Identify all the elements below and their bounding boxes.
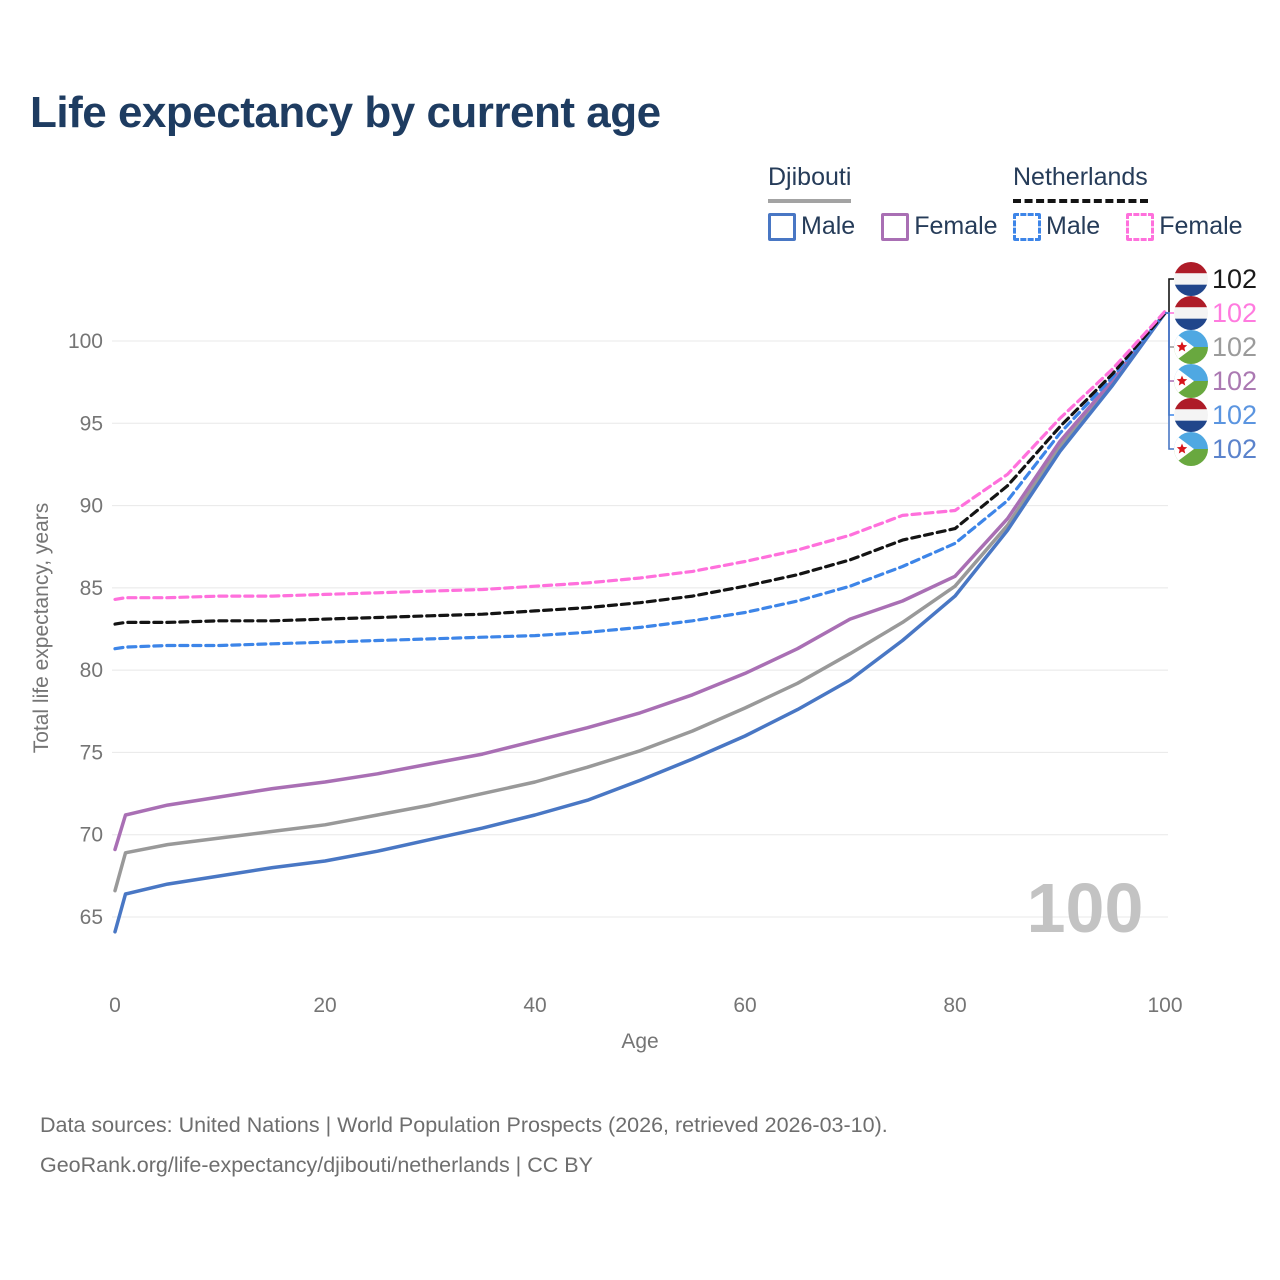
series-line-dj_female[interactable] xyxy=(113,311,1167,852)
end-value-nl_total: 102 xyxy=(1212,264,1257,294)
y-axis-title: Total life expectancy, years xyxy=(30,503,53,754)
legend-group-djibouti: Djibouti Male Female xyxy=(768,163,998,241)
legend-netherlands-items: Male Female xyxy=(1013,212,1243,241)
x-tick-80: 80 xyxy=(943,994,966,1017)
y-tick-90: 90 xyxy=(80,495,103,518)
x-tick-0: 0 xyxy=(109,994,121,1017)
end-value-nl_male: 102 xyxy=(1212,400,1257,430)
leader-line-nl_total xyxy=(1165,278,1174,314)
series-line-nl_total[interactable] xyxy=(113,311,1167,626)
djibouti-flag-icon xyxy=(1174,364,1208,398)
netherlands-flag-icon xyxy=(1174,262,1208,296)
page-title: Life expectancy by current age xyxy=(30,88,661,137)
series-line-dj_male[interactable] xyxy=(113,311,1167,934)
netherlands-male-swatch-icon[interactable] xyxy=(1013,212,1041,241)
legend-label: Female xyxy=(914,212,998,240)
y-tick-75: 75 xyxy=(80,741,103,764)
footer: Data sources: United Nations | World Pop… xyxy=(40,1105,888,1185)
x-tick-100: 100 xyxy=(1147,994,1182,1017)
end-value-dj_total: 102 xyxy=(1212,332,1257,362)
legend-item-djibouti-male[interactable]: Male xyxy=(768,212,855,241)
age-counter-watermark: 100 xyxy=(1027,869,1144,947)
y-tick-95: 95 xyxy=(80,412,103,435)
end-label-layer: 102 102 102 102 102 102 xyxy=(1165,262,1257,466)
y-tick-80: 80 xyxy=(80,659,103,682)
legend-djibouti-title[interactable]: Djibouti xyxy=(768,163,852,203)
netherlands-flag-icon xyxy=(1174,296,1208,330)
legend-label: Male xyxy=(801,212,856,240)
series-layer xyxy=(113,309,1167,934)
y-tick-85: 85 xyxy=(80,577,103,600)
series-line-nl_female[interactable] xyxy=(113,309,1167,601)
legend-djibouti-items: Male Female xyxy=(768,212,998,241)
end-value-nl_female: 102 xyxy=(1212,298,1257,328)
y-tick-100: 100 xyxy=(68,330,103,353)
x-axis-title: Age xyxy=(621,1030,658,1053)
y-tick-65: 65 xyxy=(80,906,103,929)
djibouti-flag-icon xyxy=(1174,432,1208,466)
x-tick-60: 60 xyxy=(733,994,756,1017)
end-value-dj_female: 102 xyxy=(1212,366,1257,396)
axis-layer: 65 70 75 80 85 90 95 100 0 20 40 60 80 100 xyxy=(68,330,1183,1017)
series-line-nl_male[interactable] xyxy=(113,311,1167,651)
leader-line-dj_male xyxy=(1165,312,1174,450)
djibouti-flag-icon xyxy=(1174,330,1208,364)
x-tick-20: 20 xyxy=(313,994,336,1017)
djibouti-male-swatch-icon[interactable] xyxy=(768,212,796,241)
y-tick-70: 70 xyxy=(80,824,103,847)
footer-sources: Data sources: United Nations | World Pop… xyxy=(40,1113,888,1137)
netherlands-female-swatch-icon[interactable] xyxy=(1126,212,1155,241)
legend-item-djibouti-female[interactable]: Female xyxy=(881,212,998,241)
end-value-dj_male: 102 xyxy=(1212,434,1257,464)
legend-label: Female xyxy=(1159,212,1243,240)
legend-item-netherlands-female[interactable]: Female xyxy=(1126,212,1243,241)
series-line-dj_total[interactable] xyxy=(113,311,1167,893)
netherlands-flag-icon xyxy=(1174,398,1208,432)
legend-netherlands-title[interactable]: Netherlands xyxy=(1013,163,1148,203)
legend-label: Male xyxy=(1046,212,1101,240)
legend-item-netherlands-male[interactable]: Male xyxy=(1013,212,1100,241)
legend-group-netherlands: Netherlands Male Female xyxy=(1013,163,1243,241)
grid-layer xyxy=(112,340,1168,918)
footer-link: GeoRank.org/life-expectancy/djibouti/net… xyxy=(40,1153,593,1177)
x-tick-40: 40 xyxy=(523,994,546,1017)
djibouti-female-swatch-icon[interactable] xyxy=(881,212,910,241)
